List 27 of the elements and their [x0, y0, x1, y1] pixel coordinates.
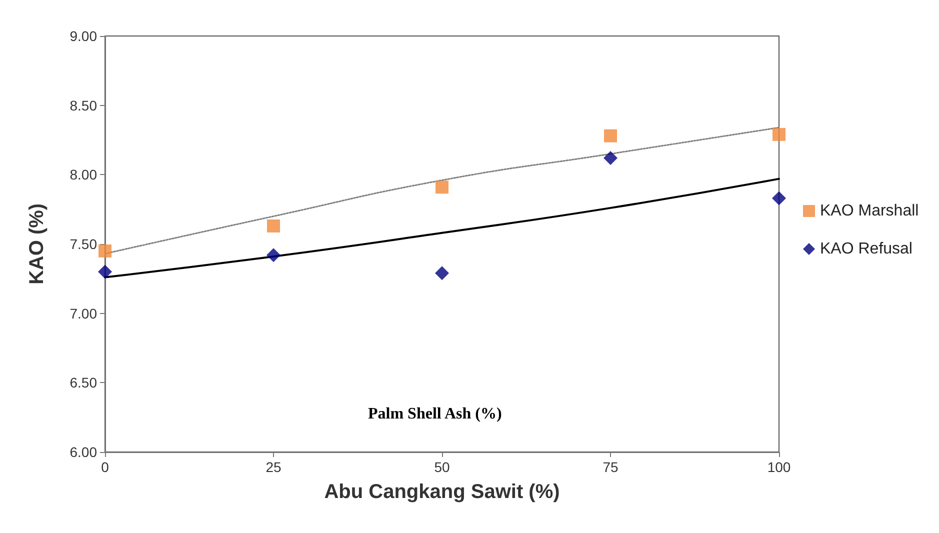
- x-tick-label: 100: [767, 459, 791, 475]
- x-tick-label: 50: [434, 459, 450, 475]
- x-tick-label: 75: [602, 459, 618, 475]
- y-tick-label: 8.00: [70, 166, 98, 183]
- point: [267, 219, 280, 232]
- y-tick-label: 6.50: [70, 374, 98, 391]
- x-tick-label: 25: [266, 459, 282, 475]
- x-axis-title: Abu Cangkang Sawit (%): [324, 481, 560, 503]
- point: [604, 151, 618, 166]
- y-tick-label: 8.50: [70, 97, 98, 114]
- y-tick-label: 6.00: [70, 444, 98, 460]
- y-tick-label: 7.00: [70, 305, 98, 322]
- point: [435, 266, 449, 280]
- point: [604, 129, 617, 142]
- point: [772, 128, 786, 141]
- point: [266, 248, 280, 262]
- y-axis-title: KAO (%): [26, 203, 48, 285]
- x-tick-label: 0: [101, 459, 110, 475]
- point: [98, 264, 112, 279]
- legend-label: KAO Marshall: [820, 202, 919, 220]
- y-tick-label: 9.00: [70, 28, 98, 44]
- point: [436, 180, 448, 194]
- point: [772, 191, 786, 206]
- point: [98, 244, 112, 258]
- legend-label: KAO Refusal: [820, 240, 912, 258]
- y-tick-label: 7.50: [70, 236, 98, 252]
- annotation: Palm Shell Ash (%): [368, 406, 502, 422]
